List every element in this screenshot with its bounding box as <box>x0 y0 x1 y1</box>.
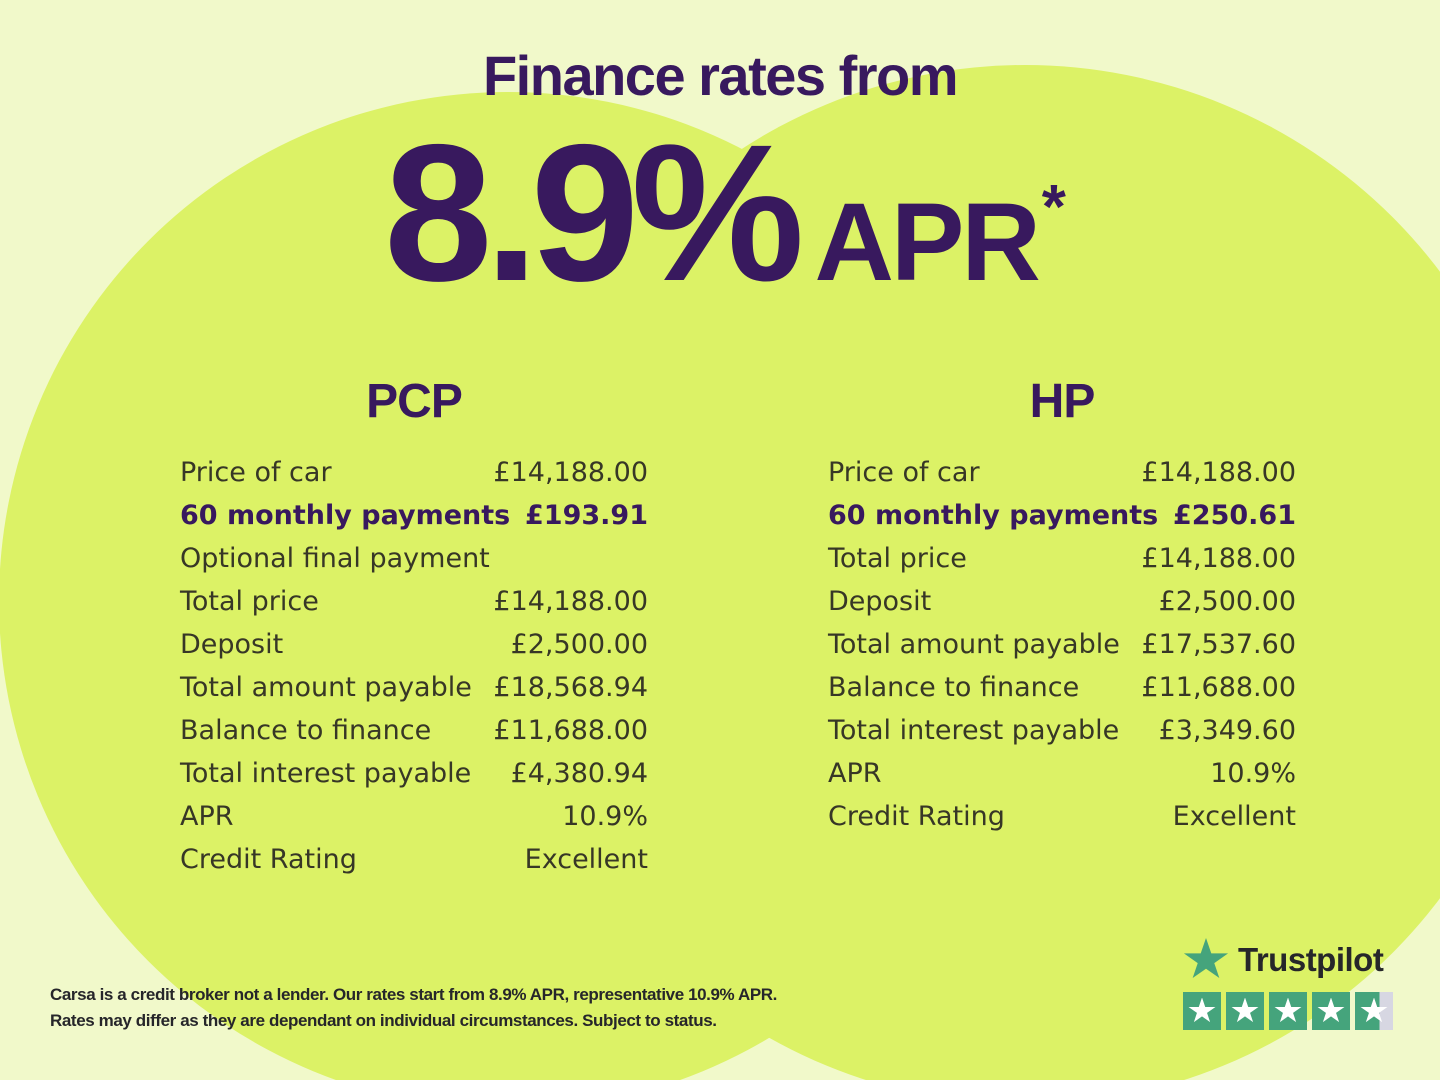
disclaimer-line-2: Rates may differ as they are dependant o… <box>50 1011 717 1030</box>
trustpilot-wordmark: Trustpilot <box>1238 941 1384 978</box>
background-circle-right <box>505 65 1440 1080</box>
row-value: 10.9% <box>1210 758 1296 789</box>
row-label: Credit Rating <box>828 801 1005 832</box>
trustpilot-badge: Trustpilot <box>1183 936 1395 1030</box>
row-value: £250.61 <box>1173 500 1296 531</box>
table-row: Price of car £14,188.00 <box>828 451 1296 494</box>
finance-table-pcp: PCP Price of car £14,188.00 60 monthly pa… <box>180 378 648 881</box>
table-row: Balance to finance £11,688.00 <box>828 666 1296 709</box>
table-row: Deposit £2,500.00 <box>828 580 1296 623</box>
row-value: Excellent <box>524 844 648 875</box>
hp-rows: Price of car £14,188.00 60 monthly paymen… <box>828 451 1296 838</box>
row-label: 60 monthly payments <box>180 500 511 531</box>
row-label: Total amount payable <box>180 672 472 703</box>
table-row: Total price £14,188.00 <box>828 537 1296 580</box>
row-value: £2,500.00 <box>1158 586 1296 617</box>
row-label: Total interest payable <box>828 715 1120 746</box>
table-row: Total interest payable £3,349.60 <box>828 709 1296 752</box>
row-value: £4,380.94 <box>510 758 648 789</box>
row-label: Total price <box>180 586 319 617</box>
pcp-rows: Price of car £14,188.00 60 monthly paymen… <box>180 451 648 881</box>
rating-star-box <box>1269 992 1307 1030</box>
table-row: Total price £14,188.00 <box>180 580 648 623</box>
row-label: Total price <box>828 543 967 574</box>
table-row: 60 monthly payments £193.91 <box>180 494 648 537</box>
rate-asterisk: * <box>1041 173 1066 242</box>
row-value: £11,688.00 <box>1141 672 1296 703</box>
table-row: Optional final payment <box>180 537 648 580</box>
table-row: Deposit £2,500.00 <box>180 623 648 666</box>
row-label: Total amount payable <box>828 629 1120 660</box>
trustpilot-star-icon <box>1183 938 1229 979</box>
table-title-pcp: PCP <box>366 375 463 428</box>
row-value: £193.91 <box>525 500 648 531</box>
row-label: Credit Rating <box>180 844 357 875</box>
rating-star-box <box>1226 992 1264 1030</box>
row-value: £11,688.00 <box>493 715 648 746</box>
row-value: £14,188.00 <box>1141 457 1296 488</box>
rating-star-box <box>1183 992 1221 1030</box>
table-row: 60 monthly payments £250.61 <box>828 494 1296 537</box>
headline-rate: 8.9% APR * <box>10 116 1440 311</box>
table-row: Price of car £14,188.00 <box>180 451 648 494</box>
row-label: Price of car <box>180 457 332 488</box>
row-value: £18,568.94 <box>493 672 648 703</box>
rating-star-box <box>1312 992 1350 1030</box>
row-label: Balance to finance <box>180 715 432 746</box>
row-value: £14,188.00 <box>493 457 648 488</box>
row-value: 10.9% <box>562 801 648 832</box>
row-label: 60 monthly payments <box>828 500 1159 531</box>
disclaimer: Carsa is a credit broker not a lender. O… <box>50 982 830 1034</box>
table-row: Total interest payable £4,380.94 <box>180 752 648 795</box>
star-icon <box>1360 997 1388 1023</box>
table-row: Balance to finance £11,688.00 <box>180 709 648 752</box>
star-icon <box>1274 997 1302 1023</box>
row-label: Deposit <box>828 586 932 617</box>
star-icon <box>1317 997 1345 1023</box>
row-label: Price of car <box>828 457 980 488</box>
row-value: £14,188.00 <box>493 586 648 617</box>
disclaimer-line-1: Carsa is a credit broker not a lender. O… <box>50 985 777 1004</box>
rate-value: 8.9% <box>384 104 804 322</box>
table-row: Total amount payable £17,537.60 <box>828 623 1296 666</box>
row-value: £14,188.00 <box>1141 543 1296 574</box>
row-label: APR <box>828 758 882 789</box>
row-label: APR <box>180 801 234 832</box>
row-label: Optional final payment <box>180 543 490 574</box>
star-icon <box>1188 997 1216 1023</box>
row-value: £2,500.00 <box>510 629 648 660</box>
finance-table-hp: HP Price of car £14,188.00 60 monthly pay… <box>828 378 1296 838</box>
table-row: Credit Rating Excellent <box>180 838 648 881</box>
trustpilot-logo: Trustpilot <box>1183 936 1395 984</box>
row-label: Balance to finance <box>828 672 1080 703</box>
table-row: APR 10.9% <box>180 795 648 838</box>
table-title-hp: HP <box>1029 375 1096 428</box>
table-row: Total amount payable £18,568.94 <box>180 666 648 709</box>
trustpilot-rating-stars <box>1183 992 1395 1030</box>
row-label: Deposit <box>180 629 284 660</box>
rate-unit: APR <box>814 181 1041 304</box>
row-value: Excellent <box>1172 801 1296 832</box>
table-row: Credit Rating Excellent <box>828 795 1296 838</box>
rating-star-box-partial <box>1355 992 1393 1030</box>
row-value: £3,349.60 <box>1158 715 1296 746</box>
page-title: Finance rates from <box>482 44 959 107</box>
table-row: APR 10.9% <box>828 752 1296 795</box>
row-label: Total interest payable <box>180 758 472 789</box>
star-icon <box>1231 997 1259 1023</box>
row-value: £17,537.60 <box>1141 629 1296 660</box>
